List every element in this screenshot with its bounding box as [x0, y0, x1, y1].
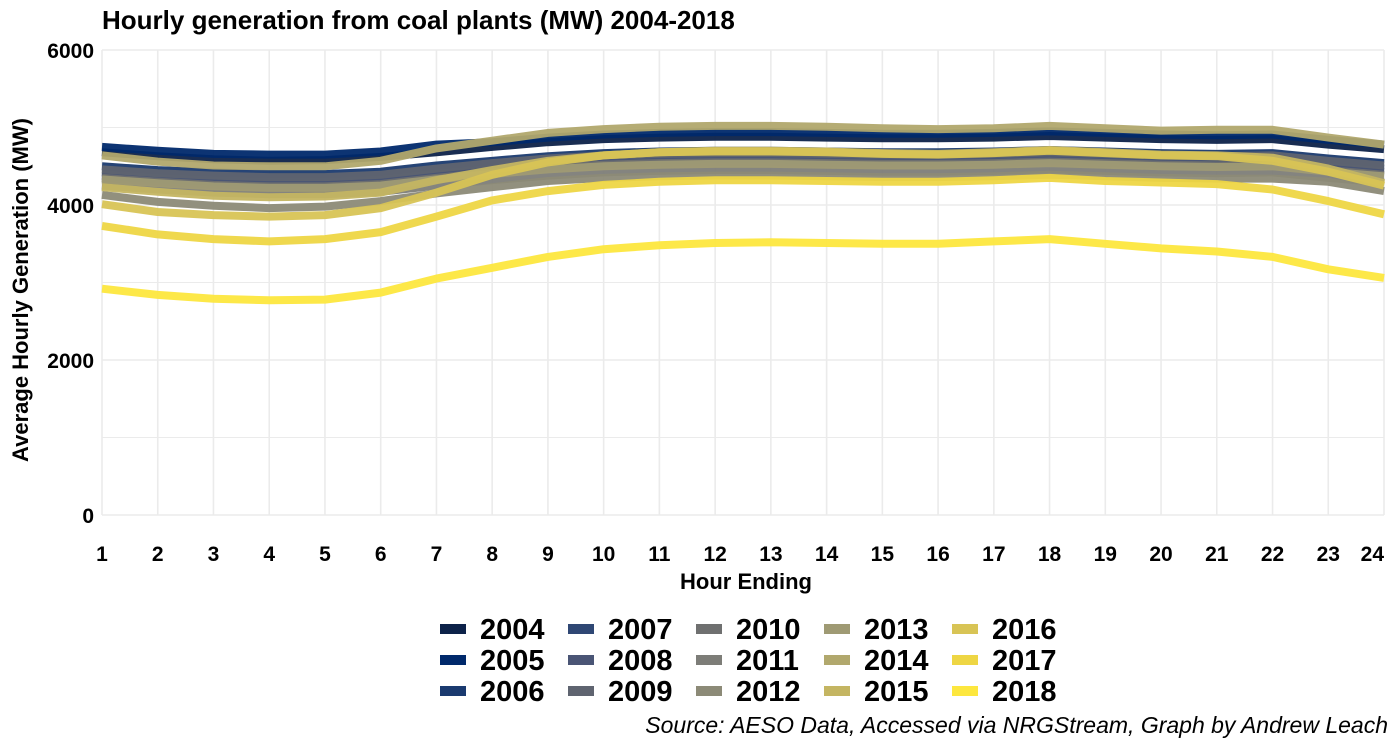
x-tick-label: 23 [1317, 543, 1340, 566]
y-tick-label: 4000 [47, 195, 94, 218]
legend-label: 2005 [480, 645, 545, 677]
series-line-2017 [101, 173, 1385, 246]
x-tick-label: 7 [431, 543, 443, 566]
legend-label: 2012 [736, 676, 801, 708]
legend-swatch [952, 655, 978, 665]
grid-lines [101, 49, 1385, 516]
x-tick-label: 18 [1038, 543, 1062, 566]
series-line-2004 [101, 132, 1385, 165]
legend-swatch [568, 655, 594, 665]
x-tick-label: 15 [871, 543, 895, 566]
legend-swatch [440, 686, 466, 696]
legend-label: 2014 [864, 645, 929, 677]
legend-label: 2010 [736, 614, 801, 646]
legend-swatch [696, 655, 722, 665]
x-tick-label: 16 [926, 543, 949, 566]
series-line-2005 [101, 127, 1385, 159]
x-tick-label: 24 [1361, 543, 1385, 566]
legend: 2004 2005 2006 2007 2008 2009 2010 2011 2012 2013… [440, 614, 1080, 710]
x-tick-label: 12 [703, 543, 726, 566]
x-tick-label: 4 [263, 543, 275, 566]
legend-label: 2007 [608, 614, 673, 646]
x-tick-label: 14 [815, 543, 839, 566]
legend-swatch [952, 624, 978, 634]
y-tick-label: 2000 [47, 350, 94, 373]
x-tick-label: 13 [759, 543, 782, 566]
legend-swatch [440, 624, 466, 634]
legend-label: 2013 [864, 614, 929, 646]
legend-label: 2017 [992, 645, 1057, 677]
series-line-2018 [101, 235, 1385, 305]
legend-label: 2016 [992, 614, 1057, 646]
legend-swatch [952, 686, 978, 696]
x-tick-label: 5 [319, 543, 331, 566]
x-tick-label: 17 [982, 543, 1005, 566]
series-line-2014 [101, 121, 1385, 171]
legend-swatch [824, 655, 850, 665]
x-tick-label: 21 [1205, 543, 1229, 566]
y-tick-label: 6000 [47, 40, 94, 63]
y-axis-ticks: 0 2000 4000 6000 [47, 40, 94, 528]
legend-label: 2015 [864, 676, 929, 708]
legend-swatch [696, 686, 722, 696]
x-tick-label: 1 [96, 543, 108, 566]
x-tick-label: 3 [208, 543, 220, 566]
x-tick-label: 6 [375, 543, 387, 566]
legend-label: 2011 [736, 645, 799, 677]
legend-label: 2006 [480, 676, 545, 708]
legend-label: 2009 [608, 676, 673, 708]
x-tick-label: 22 [1261, 543, 1284, 566]
legend-swatch [568, 686, 594, 696]
x-tick-label: 20 [1149, 543, 1172, 566]
x-tick-label: 8 [486, 543, 498, 566]
legend-swatch [440, 655, 466, 665]
x-tick-label: 11 [648, 543, 671, 566]
legend-label: 2018 [992, 676, 1057, 708]
series-lines [101, 121, 1386, 305]
x-tick-label: 19 [1094, 543, 1117, 566]
y-tick-label: 0 [82, 505, 94, 528]
x-tick-label: 2 [152, 543, 164, 566]
y-axis-label: Average Hourly Generation (MW) [8, 118, 33, 462]
legend-label: 2008 [608, 645, 673, 677]
series-line-2013 [101, 159, 1385, 192]
series-line-2012 [101, 170, 1385, 213]
legend-swatch [824, 686, 850, 696]
x-axis-ticks: 1 2 3 4 5 6 7 8 9 10 11 12 13 14 15 16 17 18 19 20 21 22 23 24 [96, 543, 1384, 566]
x-tick-label: 10 [592, 543, 615, 566]
x-axis-label: Hour Ending [680, 569, 812, 594]
legend-swatch [824, 624, 850, 634]
series-line-2016 [101, 146, 1385, 221]
chart-caption: Source: AESO Data, Accessed via NRGStrea… [645, 712, 1388, 738]
legend-swatch [568, 624, 594, 634]
chart-title: Hourly generation from coal plants (MW) … [102, 5, 735, 35]
legend-swatch [696, 624, 722, 634]
x-tick-label: 9 [542, 543, 554, 566]
legend-label: 2004 [480, 614, 545, 646]
